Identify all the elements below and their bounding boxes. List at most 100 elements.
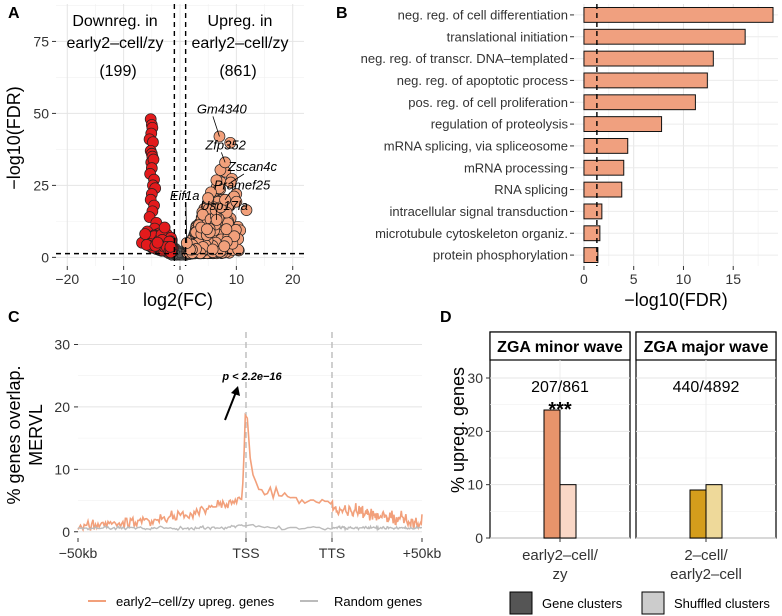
volcano-ylabel: −log10(FDR) <box>4 86 24 190</box>
go-category-label: RNA splicing <box>494 182 568 197</box>
go-xtick-label: 5 <box>630 271 638 287</box>
zga-category-label: early2–cell/ <box>522 547 599 564</box>
go-bars <box>583 4 774 266</box>
gene-label-connector <box>185 202 188 243</box>
down-annotation-line-1: Downreg. in <box>72 13 157 30</box>
mervl-profile-chart: 0 10 20 30 −50kb TSS TTS +50kb p < 2.2e−16 % ge… <box>4 332 441 609</box>
panel-label-a: A <box>8 5 20 22</box>
gene-label: Pramef25 <box>214 178 271 193</box>
volcano-point-up <box>220 223 233 236</box>
volcano-xtick-label: 0 <box>176 271 184 287</box>
mervl-xtick-label: +50kb <box>403 545 442 561</box>
zga-bar-chart: ZGA minor wave 207/861 *** early2–cell/zy ZG… <box>448 331 777 615</box>
volcano-point-up <box>210 174 223 187</box>
zga-facet-title: ZGA minor wave <box>497 339 623 356</box>
go-bar <box>583 137 629 154</box>
go-bar <box>583 28 746 45</box>
zga-ylabel: % upreg. genes <box>448 367 468 493</box>
mervl-xtick-label: TSS <box>232 545 259 561</box>
mervl-xtick-label: TTS <box>319 545 345 561</box>
mervl-ytick-label: 10 <box>54 461 70 477</box>
zga-ytick-label: 0 <box>475 530 483 546</box>
volcano-xtick-label: −10 <box>112 271 136 287</box>
go-category-label: regulation of proteolysis <box>431 117 569 132</box>
zga-axes: 0 10 20 30 <box>467 370 490 546</box>
zga-bar-shuffled-clusters <box>559 484 577 539</box>
gene-label: Usp17la <box>200 198 248 213</box>
mervl-plot-area <box>78 332 422 538</box>
go-category-label: neg. reg. of cell differentiation <box>398 7 568 22</box>
volcano-xlabel: log2(FC) <box>143 290 213 310</box>
go-bar <box>583 116 663 133</box>
panel-label-d: D <box>440 309 452 326</box>
volcano-point-up <box>224 136 237 149</box>
volcano-points <box>136 113 253 261</box>
mervl-axes: 0 10 20 30 −50kb TSS TTS +50kb <box>54 336 441 561</box>
go-bar <box>583 225 601 242</box>
volcano-up-annotation: Upreg. in early2–cell/zy (861) <box>192 13 289 80</box>
volcano-xtick-label: −20 <box>55 271 79 287</box>
go-xtick-label: 15 <box>725 271 741 287</box>
zga-bar-gene-clusters <box>689 489 707 539</box>
mervl-ytick-label: 20 <box>54 399 70 415</box>
go-category-label: microtubule cytoskeleton organiz. <box>375 226 568 241</box>
volcano-point-up <box>240 204 253 216</box>
volcano-ytick-label: 75 <box>33 33 49 49</box>
legend-label-gene-clusters: Gene clusters <box>542 596 623 611</box>
down-annotation-count: (199) <box>99 63 136 80</box>
volcano-point-up <box>201 223 213 236</box>
gene-label-connector <box>220 152 226 163</box>
pvalue-label: p < 2.2e−16 <box>221 371 282 383</box>
go-category-label: neg. reg. of apoptotic process <box>397 73 569 88</box>
mervl-pvalue-annotation: p < 2.2e−16 <box>221 371 283 421</box>
gene-label: Zfp352 <box>204 137 246 152</box>
volcano-point-up <box>230 195 243 208</box>
go-bar-chart: neg. reg. of cell differentiation transla… <box>361 4 778 310</box>
go-bar <box>583 6 774 23</box>
legend-label-upreg: early2–cell/zy upreg. genes <box>116 594 275 609</box>
mervl-ylabel-line-1: % genes overlap. <box>4 365 24 504</box>
volcano-point-down <box>151 236 164 249</box>
volcano-ytick-label: 50 <box>33 105 49 121</box>
go-category-label: pos. reg. of cell proliferation <box>408 95 568 110</box>
zga-ratio-label: 440/4892 <box>673 379 740 396</box>
legend-key-shuffled-clusters <box>641 591 665 615</box>
volcano-threshold-lines <box>56 4 304 266</box>
go-xlabel: −log10(FDR) <box>624 290 728 310</box>
pvalue-arrow <box>224 391 237 421</box>
go-category-label: intracellular signal transduction <box>390 204 568 219</box>
go-xtick-label: 0 <box>580 271 588 287</box>
go-bar <box>583 72 708 89</box>
zga-category-label: early2–cell <box>670 566 742 583</box>
volcano-point-down <box>139 228 151 240</box>
zga-bar-shuffled-clusters <box>705 484 723 539</box>
mervl-xtick-label: −50kb <box>59 545 98 561</box>
volcano-point-up <box>202 192 214 204</box>
zga-ytick-label: 30 <box>467 370 483 386</box>
mervl-legend: early2–cell/zy upreg. genes Random genes <box>88 594 423 609</box>
zga-ytick-label: 10 <box>467 477 483 493</box>
go-bar <box>583 159 625 176</box>
mervl-ytick-label: 0 <box>62 524 70 540</box>
volcano-axes: −20 −10 0 10 20 0 25 50 75 <box>33 33 300 287</box>
zga-facet-strip <box>489 331 631 361</box>
zga-legend: Gene clusters Shuffled clusters <box>509 591 770 615</box>
up-annotation-line-2: early2–cell/zy <box>192 35 289 52</box>
go-category-label: mRNA splicing, via spliceosome <box>384 138 568 153</box>
go-category-label: translational initiation <box>447 29 568 44</box>
mervl-lines <box>77 412 423 532</box>
panel-label-c: C <box>8 309 20 326</box>
zga-category-label: zy <box>553 566 569 583</box>
go-bar <box>583 181 623 198</box>
go-category-label: neg. reg. of transcr. DNA–templated <box>361 51 568 66</box>
volcano-xtick-label: 10 <box>229 271 245 287</box>
volcano-plot: Gm4340Zfp352Zscan4cPramef25Usp17laEif1a … <box>4 4 304 310</box>
mervl-ylabel-line-2: MERVL <box>26 404 46 466</box>
gene-label: Eif1a <box>170 188 200 203</box>
up-annotation-count: (861) <box>219 63 256 80</box>
volcano-point-down <box>158 221 171 234</box>
zga-bar-gene-clusters <box>543 409 561 539</box>
go-bar <box>583 50 714 67</box>
